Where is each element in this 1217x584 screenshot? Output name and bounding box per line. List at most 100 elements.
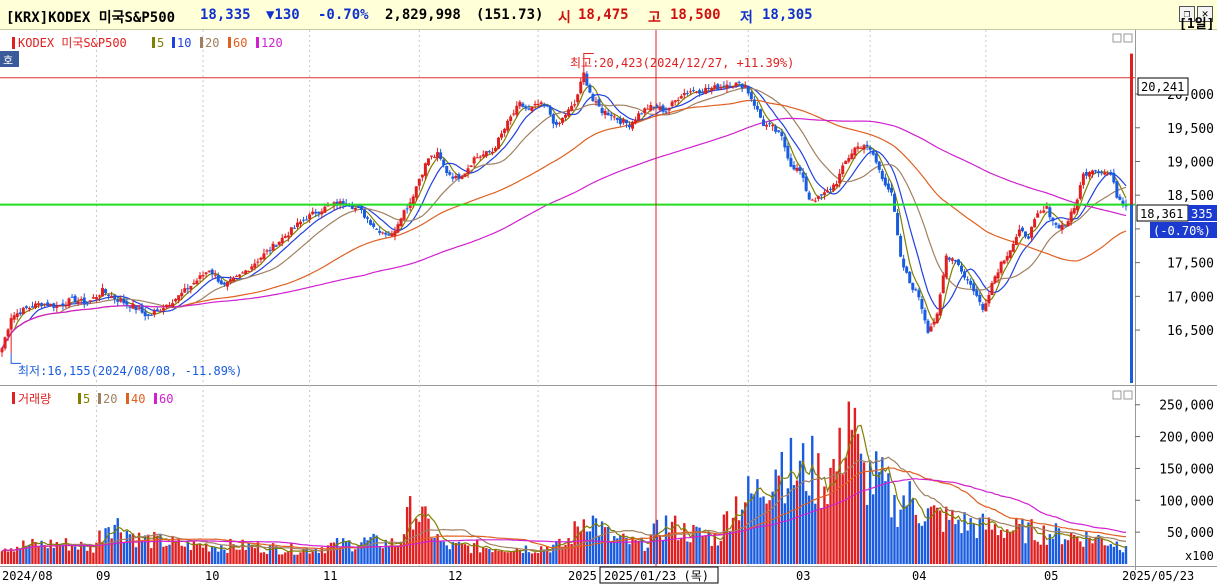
x-axis-label: 04 xyxy=(912,569,926,583)
candle-body xyxy=(311,211,315,215)
candle-body xyxy=(548,106,552,115)
volume-bar xyxy=(722,514,726,564)
volume-bar xyxy=(536,553,540,564)
candle-body xyxy=(634,119,638,124)
candle-body xyxy=(624,119,628,124)
volume-bar xyxy=(753,494,756,564)
candle-body xyxy=(137,308,141,310)
candle-body xyxy=(752,99,756,106)
candle-body xyxy=(116,299,120,302)
volume-bar xyxy=(1018,523,1021,564)
candle-body xyxy=(667,108,671,111)
candle-body xyxy=(70,296,74,298)
candle-body xyxy=(981,304,985,310)
restore-window-icon[interactable]: ❐ xyxy=(1179,6,1195,22)
price-ma-swatch xyxy=(200,37,203,48)
volume-bar xyxy=(606,527,610,564)
candle-body xyxy=(652,106,656,108)
volume-bar xyxy=(506,552,509,564)
candle-body xyxy=(892,193,896,212)
volume-bar xyxy=(445,545,448,564)
candle-body xyxy=(935,313,939,324)
volume-bar xyxy=(439,541,442,564)
volume-bar xyxy=(3,548,7,564)
volume-bar xyxy=(125,530,129,564)
volume-bar xyxy=(564,544,567,564)
candle-body xyxy=(201,275,205,277)
candle-body xyxy=(880,170,884,180)
volume-panel-close-icon[interactable] xyxy=(1123,390,1133,400)
x-axis-label: 05 xyxy=(1044,569,1058,583)
candle-body xyxy=(49,304,53,306)
candle-body xyxy=(299,221,303,225)
side-tag[interactable] xyxy=(0,51,19,67)
volume-bar xyxy=(140,540,144,564)
volume-bar xyxy=(844,457,847,564)
candle-body xyxy=(816,196,820,199)
candle-body xyxy=(1014,236,1018,246)
volume-bar xyxy=(451,542,455,564)
volume-bar xyxy=(777,475,780,564)
candle-body xyxy=(947,257,951,260)
candle-body xyxy=(423,163,427,176)
candle-body xyxy=(448,172,452,175)
candle-body xyxy=(929,326,933,332)
candle-body xyxy=(433,156,437,158)
volume-bar xyxy=(1060,544,1064,564)
volume-bar xyxy=(1109,544,1112,564)
candle-body xyxy=(807,192,811,200)
candle-body xyxy=(232,277,236,282)
candle-body xyxy=(829,188,833,190)
candle-body xyxy=(451,176,455,179)
candle-body xyxy=(429,155,433,157)
candle-body xyxy=(905,266,909,273)
volume-bar xyxy=(573,521,576,564)
candle-body xyxy=(737,81,741,83)
close-window-icon[interactable]: ✕ xyxy=(1197,6,1213,22)
volume-bar xyxy=(317,552,320,564)
candle-body xyxy=(963,271,967,278)
candle-body xyxy=(52,303,56,308)
volume-panel-maximize-icon[interactable] xyxy=(1112,390,1122,400)
volume-bar xyxy=(634,539,637,564)
candle-body xyxy=(542,103,546,106)
volume-bar xyxy=(119,532,122,564)
volume-ma-label: 20 xyxy=(103,392,117,406)
candle-body xyxy=(256,261,260,263)
candle-body xyxy=(698,90,702,94)
candle-body xyxy=(841,165,845,175)
volume-bar xyxy=(549,552,552,564)
candle-body xyxy=(497,137,501,149)
volume-bar xyxy=(19,548,22,564)
candle-body xyxy=(34,303,38,308)
candle-body xyxy=(286,235,290,238)
candle-body xyxy=(722,85,726,87)
candle-body xyxy=(819,194,823,196)
stock-chart[interactable]: 16,50017,00017,50018,00018,50019,00019,5… xyxy=(0,30,1217,584)
candle-body xyxy=(94,297,98,300)
candle-body xyxy=(570,105,574,111)
candle-body xyxy=(1011,243,1015,252)
panel-maximize-icon[interactable] xyxy=(1112,33,1122,43)
candle-body xyxy=(15,313,19,318)
candle-body xyxy=(832,184,836,191)
volume-bar xyxy=(1036,541,1039,564)
candle-body xyxy=(274,245,278,247)
volume-bar xyxy=(287,551,290,564)
volume-bar xyxy=(52,547,55,564)
volume-bar xyxy=(737,520,741,564)
volume-bar xyxy=(963,512,966,564)
period-selector[interactable]: [1일] xyxy=(1179,17,1215,32)
volume-bar xyxy=(64,538,68,564)
candle-body xyxy=(539,102,543,105)
volume-bar xyxy=(31,538,34,564)
candle-body xyxy=(627,125,631,128)
panel-close-icon[interactable] xyxy=(1123,33,1133,43)
candle-body xyxy=(101,287,105,297)
volume-bar xyxy=(116,518,119,564)
volume-bar xyxy=(375,535,378,564)
candle-body xyxy=(960,265,964,272)
volume-bar xyxy=(226,553,229,564)
volume-bar xyxy=(250,544,253,564)
volume-bar xyxy=(436,534,439,564)
